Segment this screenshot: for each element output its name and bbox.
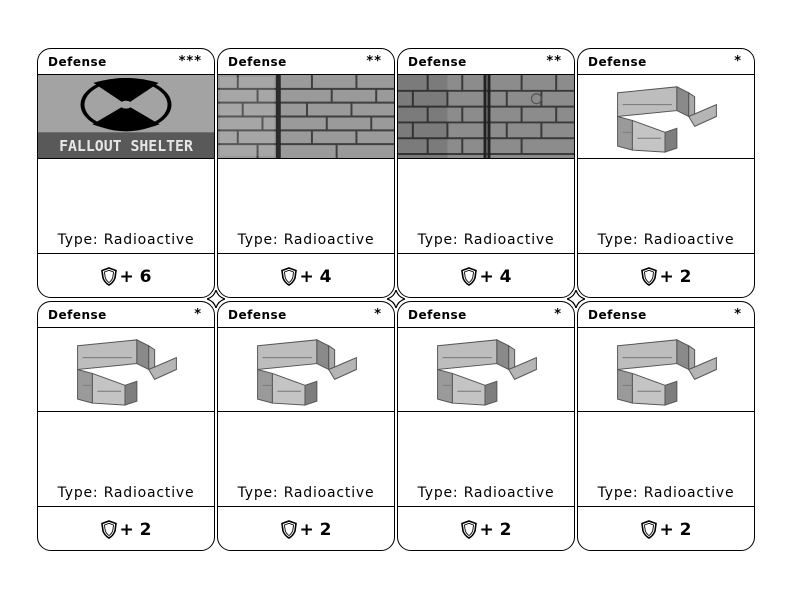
card-footer: + 4: [398, 253, 574, 297]
card-art-text: FALLOUT SHELTER: [59, 138, 193, 155]
defense-card[interactable]: Defense ** Type: Radioactive + 4: [397, 48, 575, 298]
card-title: Defense: [408, 55, 467, 69]
stone-barrier-art: [218, 328, 394, 412]
bonus-value: + 2: [479, 519, 512, 540]
defense-bonus: + 4: [280, 266, 332, 287]
defense-bonus: + 6: [100, 266, 152, 287]
card-header: Defense ***: [38, 49, 214, 75]
defense-card[interactable]: Defense * Type: Radioactive: [217, 301, 395, 551]
defense-bonus: + 2: [280, 519, 332, 540]
bonus-value: + 4: [479, 266, 512, 287]
card-stars: **: [546, 54, 562, 69]
card-title: Defense: [408, 308, 467, 322]
stone-barrier-icon: [437, 339, 537, 406]
card-title: Defense: [48, 55, 107, 69]
stone-barrier-icon: [617, 86, 717, 153]
card-header: Defense *: [398, 302, 574, 328]
card-stars: *: [194, 307, 202, 322]
radiation-symbol-icon: [80, 77, 172, 132]
corner-diamond-icon: [207, 290, 225, 308]
shield-icon: [280, 520, 297, 539]
card-title: Defense: [228, 308, 287, 322]
card-stars: *: [554, 307, 562, 322]
shield-icon: [460, 267, 477, 286]
shield-icon: [640, 267, 657, 286]
bonus-value: + 2: [119, 519, 152, 540]
stone-barrier-icon: [257, 339, 357, 406]
bonus-value: + 2: [659, 266, 692, 287]
card-footer: + 2: [578, 506, 754, 550]
card-title: Defense: [588, 308, 647, 322]
card-footer: + 2: [38, 506, 214, 550]
card-header: Defense **: [218, 49, 394, 75]
card-stars: **: [366, 54, 382, 69]
card-type: Type: Radioactive: [417, 232, 555, 248]
defense-card[interactable]: Defense *** FALLOUT SHELTER Type: Radioa…: [37, 48, 215, 298]
card-footer: + 6: [38, 253, 214, 297]
defense-bonus: + 2: [640, 266, 692, 287]
card-type: Type: Radioactive: [237, 232, 375, 248]
card-footer: + 2: [578, 253, 754, 297]
card-stars: *: [374, 307, 382, 322]
bonus-value: + 4: [299, 266, 332, 287]
card-type: Type: Radioactive: [597, 232, 735, 248]
brick-wall-art: [218, 75, 394, 159]
card-header: Defense *: [578, 49, 754, 75]
bonus-value: + 2: [659, 519, 692, 540]
card-header: Defense *: [578, 302, 754, 328]
stone-barrier-art: [578, 75, 754, 159]
corner-diamond-icon: [387, 290, 405, 308]
defense-bonus: + 2: [640, 519, 692, 540]
card-footer: + 4: [218, 253, 394, 297]
card-title: Defense: [48, 308, 107, 322]
bonus-value: + 6: [119, 266, 152, 287]
defense-card[interactable]: Defense * Type: Radioactive: [577, 48, 755, 298]
shield-icon: [100, 267, 117, 286]
card-stars: *: [734, 54, 742, 69]
card-type: Type: Radioactive: [57, 232, 195, 248]
corner-diamond-icon: [567, 290, 585, 308]
stone-barrier-icon: [77, 339, 177, 406]
stone-barrier-icon: [617, 339, 717, 406]
defense-card[interactable]: Defense * Type: Radioactive: [397, 301, 575, 551]
card-type: Type: Radioactive: [57, 485, 195, 501]
brick-wall-art: [398, 75, 574, 159]
card-stars: *: [734, 307, 742, 322]
shield-icon: [640, 520, 657, 539]
card-footer: + 2: [218, 506, 394, 550]
card-header: Defense **: [398, 49, 574, 75]
card-header: Defense *: [218, 302, 394, 328]
defense-card[interactable]: Defense * Type: Radioactive: [577, 301, 755, 551]
card-title: Defense: [588, 55, 647, 69]
shield-icon: [460, 520, 477, 539]
shield-icon: [280, 267, 297, 286]
card-footer: + 2: [398, 506, 574, 550]
shield-icon: [100, 520, 117, 539]
defense-bonus: + 2: [100, 519, 152, 540]
defense-bonus: + 4: [460, 266, 512, 287]
defense-card[interactable]: Defense ** Type: Radioactive + 4: [217, 48, 395, 298]
bonus-value: + 2: [299, 519, 332, 540]
stone-barrier-art: [398, 328, 574, 412]
stone-barrier-art: [578, 328, 754, 412]
card-title: Defense: [228, 55, 287, 69]
card-type: Type: Radioactive: [237, 485, 375, 501]
defense-bonus: + 2: [460, 519, 512, 540]
card-type: Type: Radioactive: [417, 485, 555, 501]
stone-barrier-art: [38, 328, 214, 412]
card-stars: ***: [178, 54, 202, 69]
defense-card[interactable]: Defense * Type: Radioactive: [37, 301, 215, 551]
card-type: Type: Radioactive: [597, 485, 735, 501]
card-header: Defense *: [38, 302, 214, 328]
fallout-shelter-art: FALLOUT SHELTER: [38, 75, 214, 159]
